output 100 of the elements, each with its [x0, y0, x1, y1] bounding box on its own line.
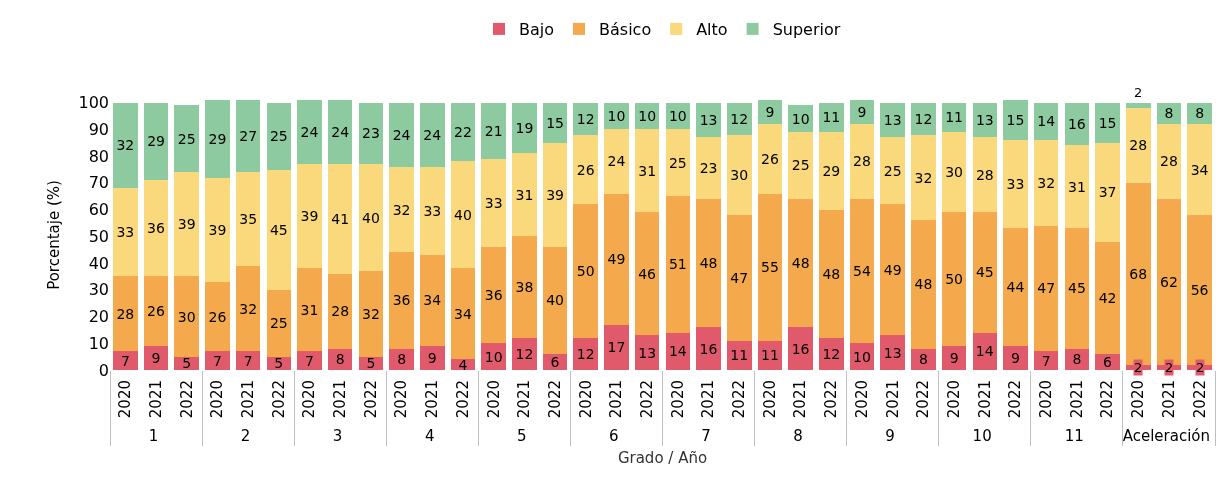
- x-tick-label: 2020: [484, 380, 503, 419]
- bar: [1095, 142, 1120, 242]
- bar: [726, 134, 752, 215]
- data-label: 49: [607, 251, 626, 268]
- data-label: 32: [361, 305, 380, 322]
- y-tick-label: 20: [88, 307, 109, 327]
- bar: [573, 102, 599, 135]
- data-label: 27: [239, 128, 258, 145]
- x-tick-label: 2020: [944, 380, 963, 419]
- x-tick-label: 2021: [883, 380, 902, 419]
- x-tick-label: 2022: [545, 380, 564, 419]
- data-label: 42: [1098, 289, 1117, 306]
- bar: [665, 129, 691, 197]
- bar: [880, 204, 905, 336]
- data-label: 13: [975, 112, 994, 129]
- x-tick-label: 2020: [1129, 380, 1148, 419]
- data-label: 28: [116, 305, 135, 322]
- data-label: 9: [151, 349, 161, 366]
- x-tick-label: 2021: [699, 380, 718, 419]
- x-tick-label: 2022: [1098, 380, 1117, 419]
- bar: [1033, 225, 1059, 352]
- data-label: 56: [1190, 281, 1209, 298]
- data-label: 9: [857, 104, 867, 121]
- data-label: 24: [392, 126, 411, 143]
- data-label: 14: [975, 343, 994, 360]
- bar: [726, 340, 752, 370]
- data-label: 29: [822, 162, 841, 179]
- legend-label: Básico: [599, 20, 652, 40]
- bar: [972, 212, 998, 333]
- bar: [542, 142, 568, 248]
- bar: [327, 164, 353, 274]
- data-label: 40: [454, 206, 472, 223]
- bar: [1003, 100, 1028, 141]
- data-label: 21: [484, 122, 503, 139]
- bar: [143, 102, 169, 181]
- text: 10: [972, 427, 992, 446]
- x-tick-label: 2020: [760, 380, 779, 419]
- x-tick-label: 2022: [730, 380, 749, 419]
- x-tick-label: 2022: [638, 380, 657, 419]
- data-label: 7: [305, 352, 314, 369]
- data-label: 34: [1190, 161, 1209, 178]
- data-label: 50: [945, 271, 964, 288]
- bar: [205, 100, 230, 178]
- bar: [481, 158, 506, 248]
- data-label: 8: [397, 351, 407, 368]
- data-label: 14: [668, 343, 687, 360]
- text: 6: [609, 427, 619, 446]
- data-label: 10: [638, 108, 657, 125]
- bar: [113, 351, 138, 370]
- data-label: 22: [454, 124, 472, 141]
- bar: [450, 102, 476, 162]
- data-label: 12: [576, 345, 595, 362]
- x-tick-label: 2021: [515, 380, 534, 419]
- x-tick-label: 2020: [576, 380, 595, 419]
- data-label: 38: [515, 279, 534, 296]
- data-label: 28: [975, 166, 994, 183]
- bar: [788, 198, 813, 328]
- data-label: 36: [392, 292, 411, 309]
- data-label: 33: [116, 224, 135, 241]
- bar: [941, 212, 967, 346]
- data-label: 48: [791, 255, 810, 272]
- data-label: 48: [699, 255, 718, 272]
- x-tick-label: 2021: [331, 380, 350, 419]
- data-label: 45: [975, 264, 994, 281]
- bar: [205, 177, 230, 282]
- bar: [941, 132, 967, 213]
- bar: [696, 198, 721, 328]
- data-label: 31: [638, 162, 657, 179]
- data-label: 26: [576, 161, 595, 178]
- bar: [143, 180, 169, 277]
- bar: [1033, 351, 1059, 370]
- bar: [113, 102, 138, 189]
- bar: [389, 166, 414, 253]
- data-label: 2: [1134, 85, 1143, 100]
- bar: [266, 102, 292, 170]
- data-label: 39: [300, 208, 319, 225]
- data-label: 25: [177, 130, 196, 147]
- bar: [205, 281, 230, 352]
- bar: [266, 289, 292, 357]
- bar: [911, 102, 936, 135]
- bar: [481, 102, 506, 159]
- y-axis-title: Porcentaje (%): [44, 180, 63, 290]
- data-label: 13: [699, 112, 718, 129]
- data-label: 13: [883, 112, 902, 129]
- data-label: 16: [1067, 116, 1086, 133]
- data-label: 28: [1160, 153, 1178, 170]
- x-tick-label: 2021: [791, 380, 810, 419]
- bar: [266, 169, 292, 290]
- x-tick-label: 2022: [361, 380, 380, 419]
- data-label: 51: [668, 256, 687, 273]
- data-label: 16: [791, 340, 810, 357]
- data-label: 25: [269, 128, 288, 145]
- x-tick-label: 2020: [208, 380, 227, 419]
- y-tick-label: 10: [88, 333, 109, 353]
- bar: [1156, 124, 1182, 199]
- data-label: 32: [116, 137, 135, 154]
- data-label: 30: [177, 308, 196, 325]
- text: 4: [424, 427, 435, 446]
- text: 8: [793, 427, 803, 446]
- data-label: 49: [883, 261, 902, 278]
